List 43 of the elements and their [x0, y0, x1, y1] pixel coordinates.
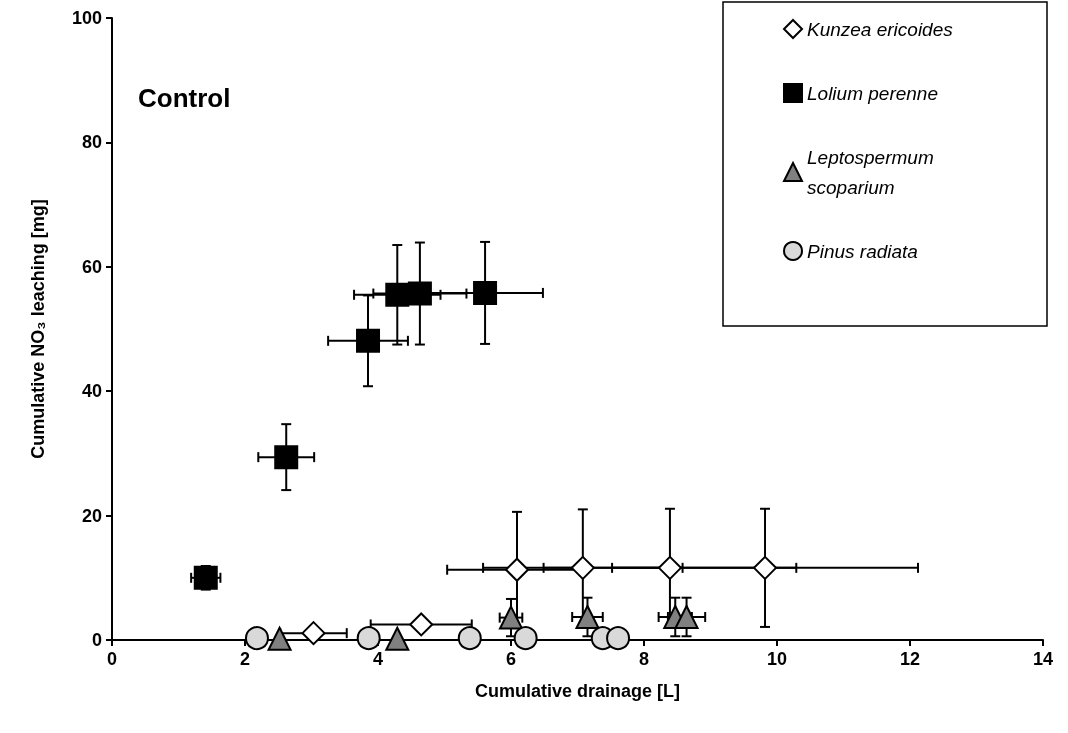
- y-axis-title: Cumulative NO₃ leaching [mg]: [28, 199, 48, 459]
- point: [301, 621, 326, 646]
- point: [356, 328, 381, 353]
- point: [407, 281, 432, 306]
- point: [244, 626, 269, 651]
- x-tick-label: 8: [638, 649, 650, 669]
- x-tick-label: 10: [766, 649, 788, 669]
- y-tick-label: 80: [81, 132, 102, 153]
- legend-label: Lolium perenne: [807, 82, 938, 104]
- x-axis-title: Cumulative drainage [L]: [474, 681, 681, 701]
- point: [457, 626, 482, 651]
- annotation: Control: [138, 83, 231, 113]
- point: [606, 626, 631, 651]
- x-tick-label: 0: [106, 649, 118, 669]
- legend-label: Kunzea ericoides: [807, 18, 954, 40]
- point: [385, 626, 410, 651]
- y-tick-label: 100: [71, 8, 102, 28]
- y-tick-label: 40: [81, 381, 102, 402]
- point: [657, 555, 682, 580]
- point: [570, 555, 595, 580]
- x-tick-label: 4: [372, 649, 384, 669]
- point: [267, 626, 292, 651]
- point: [575, 604, 600, 629]
- legend-label: Leptospermum scoparium: [807, 146, 940, 198]
- point: [674, 604, 699, 629]
- point: [385, 282, 410, 307]
- point: [504, 557, 529, 582]
- point: [409, 612, 434, 637]
- point: [193, 565, 218, 590]
- legend-label: Pinus radiata: [807, 240, 918, 262]
- x-tick-label: 2: [239, 649, 251, 669]
- point: [356, 626, 381, 651]
- y-tick-label: 60: [81, 256, 102, 277]
- y-tick-label: 20: [81, 505, 102, 526]
- x-tick-label: 6: [505, 649, 517, 669]
- point: [513, 626, 538, 651]
- point: [473, 280, 498, 305]
- point: [274, 445, 299, 470]
- point: [499, 605, 523, 630]
- point: [753, 555, 778, 580]
- x-tick-label: 14: [1032, 649, 1054, 669]
- x-tick-label: 12: [899, 649, 921, 669]
- y-tick-label: 0: [91, 630, 102, 650]
